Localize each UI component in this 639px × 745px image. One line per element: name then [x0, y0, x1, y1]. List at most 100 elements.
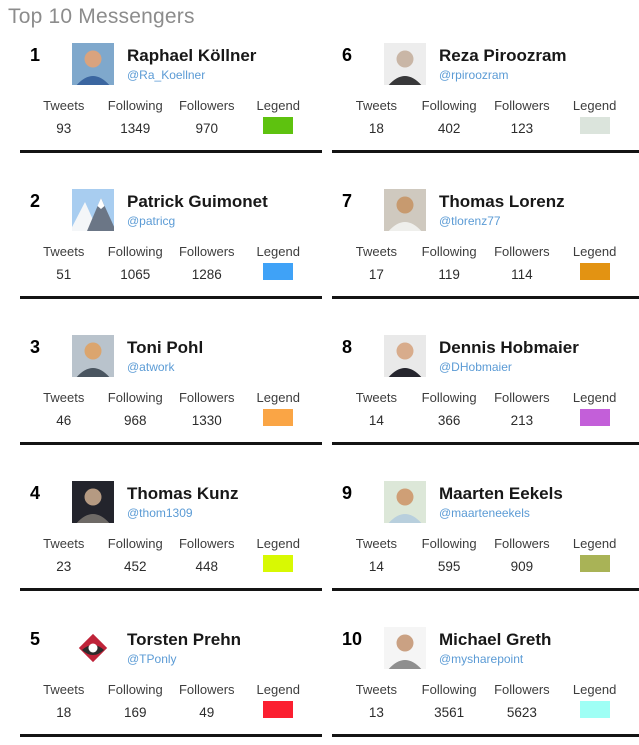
messenger-card: 8 Dennis Hobmaier @DHobmaier Tweets 14 F… — [332, 299, 639, 445]
user-handle-link[interactable]: @TPonly — [127, 652, 177, 666]
stats-row: Tweets 18 Following 402 Followers 123 Le… — [332, 98, 639, 136]
stat-following: Following 169 — [100, 682, 172, 720]
stat-label-tweets: Tweets — [43, 390, 85, 405]
stat-label-legend: Legend — [572, 98, 617, 113]
avatar — [72, 627, 114, 669]
stat-following: Following 402 — [413, 98, 486, 136]
stat-following: Following 119 — [413, 244, 486, 282]
stat-label-following: Following — [107, 390, 163, 405]
stat-label-tweets: Tweets — [355, 244, 397, 259]
user-name: Patrick Guimonet — [127, 192, 268, 211]
legend-swatch — [263, 263, 294, 280]
stat-legend: Legend — [243, 536, 315, 574]
stat-label-following: Following — [107, 244, 163, 259]
avatar-image — [72, 481, 114, 523]
stat-legend: Legend — [243, 390, 315, 428]
legend-swatch — [579, 409, 610, 426]
stat-following: Following 1065 — [100, 244, 172, 282]
avatar — [72, 43, 114, 85]
legend-swatch — [579, 117, 610, 134]
stat-label-tweets: Tweets — [43, 536, 85, 551]
stat-tweets: Tweets 23 — [28, 536, 100, 574]
right-column: 6 Reza Piroozram @rpiroozram Tweets 18 F… — [332, 33, 639, 737]
stat-tweets: Tweets 17 — [340, 244, 413, 282]
stat-label-tweets: Tweets — [355, 536, 397, 551]
stat-value-followers: 114 — [511, 267, 533, 282]
stat-value-following: 119 — [438, 267, 460, 282]
stat-tweets: Tweets 51 — [28, 244, 100, 282]
user-handle-link[interactable]: @rpiroozram — [439, 68, 509, 82]
user-handle-link[interactable]: @tlorenz77 — [439, 214, 501, 228]
rank-number: 9 — [342, 483, 353, 503]
user-handle-link[interactable]: @DHobmaier — [439, 360, 512, 374]
stat-value-following: 402 — [437, 121, 461, 136]
messenger-card: 6 Reza Piroozram @rpiroozram Tweets 18 F… — [332, 33, 639, 153]
avatar — [384, 43, 426, 85]
legend-swatch — [263, 555, 294, 572]
legend-swatch — [579, 263, 610, 280]
user-name: Dennis Hobmaier — [439, 338, 579, 357]
stat-value-followers: 1330 — [191, 413, 222, 428]
avatar-image — [72, 189, 114, 231]
stat-label-followers: Followers — [178, 682, 235, 697]
stat-label-tweets: Tweets — [43, 98, 85, 113]
stat-label-following: Following — [421, 390, 477, 405]
stat-value-following: 1065 — [120, 267, 151, 282]
card-header: 6 Reza Piroozram @rpiroozram — [332, 43, 639, 85]
stat-followers: Followers 970 — [171, 98, 243, 136]
stat-value-followers: 970 — [195, 121, 219, 136]
stats-row: Tweets 51 Following 1065 Followers 1286 … — [20, 244, 322, 282]
card-header: 1 Raphael Köllner @Ra_Koellner — [20, 43, 322, 85]
stat-following: Following 968 — [100, 390, 172, 428]
user-name: Torsten Prehn — [127, 630, 241, 649]
legend-swatch — [579, 555, 610, 572]
avatar-image — [72, 43, 114, 85]
rank-number: 10 — [342, 629, 363, 649]
stat-label-following: Following — [421, 244, 477, 259]
messenger-card: 2 Patrick Guimonet @patricg Tweets 51 Fo… — [20, 153, 322, 299]
identity: Reza Piroozram @rpiroozram — [439, 43, 567, 82]
stat-legend: Legend — [558, 98, 631, 136]
legend-swatch — [263, 409, 294, 426]
user-handle-link[interactable]: @thom1309 — [127, 506, 193, 520]
identity: Raphael Köllner @Ra_Koellner — [127, 43, 256, 82]
user-handle-link[interactable]: @Ra_Koellner — [127, 68, 206, 82]
stat-label-tweets: Tweets — [43, 244, 85, 259]
identity: Patrick Guimonet @patricg — [127, 189, 268, 228]
stat-value-followers: 909 — [510, 559, 534, 574]
stat-legend: Legend — [558, 390, 631, 428]
rank-number: 5 — [30, 629, 41, 649]
legend-swatch — [263, 701, 294, 718]
stat-following: Following 366 — [413, 390, 486, 428]
stat-label-following: Following — [107, 98, 163, 113]
stat-following: Following 595 — [413, 536, 486, 574]
user-handle-link[interactable]: @patricg — [127, 214, 176, 228]
user-handle-link[interactable]: @atwork — [127, 360, 175, 374]
stat-label-legend: Legend — [572, 536, 617, 551]
stat-followers: Followers 909 — [486, 536, 559, 574]
stat-value-followers: 213 — [510, 413, 534, 428]
user-name: Toni Pohl — [127, 338, 204, 357]
messenger-card: 5 Torsten Prehn @TPonly Tweets 18 Follow… — [20, 591, 322, 737]
stat-label-tweets: Tweets — [355, 98, 397, 113]
card-header: 7 Thomas Lorenz @tlorenz77 — [332, 189, 639, 231]
stat-legend: Legend — [558, 682, 631, 720]
stat-value-following: 169 — [123, 705, 147, 720]
stat-label-followers: Followers — [178, 244, 235, 259]
stat-label-following: Following — [421, 682, 477, 697]
stats-row: Tweets 14 Following 595 Followers 909 Le… — [332, 536, 639, 574]
user-handle-link[interactable]: @mysharepoint — [439, 652, 524, 666]
stat-label-legend: Legend — [256, 682, 300, 697]
stat-legend: Legend — [558, 244, 631, 282]
stat-label-legend: Legend — [572, 682, 617, 697]
stat-legend: Legend — [558, 536, 631, 574]
stat-legend: Legend — [243, 682, 315, 720]
stat-value-tweets: 46 — [56, 413, 72, 428]
stat-label-tweets: Tweets — [355, 390, 397, 405]
user-handle-link[interactable]: @maarteneekels — [439, 506, 530, 520]
stat-label-followers: Followers — [494, 682, 550, 697]
messenger-card: 7 Thomas Lorenz @tlorenz77 Tweets 17 Fol… — [332, 153, 639, 299]
messenger-card: 10 Michael Greth @mysharepoint Tweets 13… — [332, 591, 639, 737]
stat-label-legend: Legend — [256, 98, 300, 113]
avatar — [384, 189, 426, 231]
